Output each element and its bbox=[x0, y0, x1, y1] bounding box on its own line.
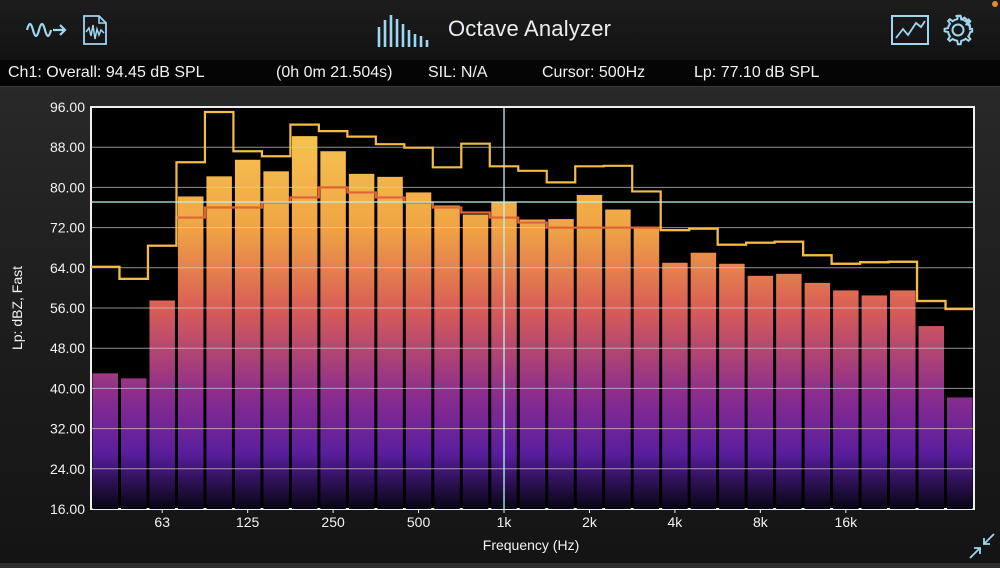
spectrum-bar bbox=[120, 378, 147, 509]
x-tick-label: 16k bbox=[835, 514, 859, 530]
y-tick-label: 16.00 bbox=[50, 501, 85, 517]
spectrum-bar bbox=[462, 214, 489, 509]
spectrum-bar bbox=[519, 219, 546, 509]
spectrum-bar bbox=[662, 262, 688, 509]
x-tick-label: 8k bbox=[753, 514, 769, 530]
spectrum-bar bbox=[576, 194, 603, 509]
grid-layer bbox=[91, 146, 974, 470]
x-axis-ticks: 63 125 250 500 1k 2k 4k 8k 16k bbox=[154, 509, 858, 530]
cursor-layer bbox=[91, 107, 974, 509]
octave-spectrum-plot[interactable]: 96.00 88.00 80.00 72.00 64.00 56.00 48.00 40.00… bbox=[0, 88, 1000, 563]
app-title: Octave Analyzer bbox=[448, 16, 612, 41]
notification-dot bbox=[992, 1, 998, 7]
spectrum-bar bbox=[234, 159, 261, 509]
spectrum-bar bbox=[833, 290, 859, 509]
spectrum-bar bbox=[918, 326, 945, 509]
graph-view-icon bbox=[891, 15, 929, 45]
signal-generator-icon bbox=[25, 22, 67, 38]
octave-bars-icon bbox=[377, 15, 429, 47]
sil-value: SIL: N/A bbox=[428, 64, 488, 81]
octave-chart[interactable]: 96.00 88.00 80.00 72.00 64.00 56.00 48.00 40.00… bbox=[0, 88, 1000, 563]
y-axis-label: Lp: dBZ, Fast bbox=[9, 266, 25, 350]
app-mode-button[interactable] bbox=[374, 10, 432, 50]
spectrum-bar bbox=[263, 171, 289, 509]
x-tick-label: 500 bbox=[407, 514, 431, 530]
spectrum-bar bbox=[804, 282, 831, 509]
spectrum-bar bbox=[177, 196, 204, 509]
spectrum-bar bbox=[747, 275, 774, 509]
x-tick-label: 4k bbox=[668, 514, 684, 530]
spectrum-bar bbox=[206, 176, 232, 509]
y-tick-label: 96.00 bbox=[50, 99, 85, 115]
y-tick-label: 88.00 bbox=[50, 139, 85, 155]
gear-icon bbox=[943, 14, 974, 46]
graph-view-button[interactable] bbox=[888, 12, 932, 48]
signal-generator-button[interactable] bbox=[24, 12, 70, 48]
spectrum-bar bbox=[861, 295, 888, 509]
spectrum-bar bbox=[890, 290, 916, 509]
spectrum-bar bbox=[320, 151, 346, 509]
spectrum-bar bbox=[92, 373, 118, 509]
spectrum-bar bbox=[377, 176, 403, 509]
spectrum-bar bbox=[776, 273, 802, 509]
x-axis-label: Frequency (Hz) bbox=[483, 537, 579, 553]
y-tick-label: 56.00 bbox=[50, 300, 85, 316]
y-tick-label: 64.00 bbox=[50, 260, 85, 276]
collapse-view-button[interactable] bbox=[968, 532, 996, 560]
x-tick-label: 63 bbox=[154, 514, 170, 530]
elapsed-time: (0h 0m 21.504s) bbox=[276, 64, 393, 81]
spectrum-bar bbox=[548, 219, 574, 509]
x-tick-label: 1k bbox=[497, 514, 513, 530]
collapse-arrows-icon bbox=[969, 533, 995, 559]
settings-button[interactable] bbox=[940, 12, 976, 48]
spectrum-bar bbox=[605, 209, 631, 509]
x-tick-label: 125 bbox=[236, 514, 260, 530]
waveform-report-icon bbox=[83, 15, 107, 45]
spectrum-bar bbox=[405, 192, 432, 510]
y-tick-label: 80.00 bbox=[50, 179, 85, 195]
y-axis-ticks: 96.00 88.00 80.00 72.00 64.00 56.00 48.00 40.00… bbox=[50, 99, 85, 517]
peak-hold-line bbox=[91, 110, 974, 311]
report-button[interactable] bbox=[80, 12, 110, 48]
y-tick-label: 48.00 bbox=[50, 340, 85, 356]
y-tick-label: 24.00 bbox=[50, 461, 85, 477]
spectrum-bar bbox=[434, 205, 460, 509]
lines-layer bbox=[91, 110, 974, 311]
overall-level: Ch1: Overall: 94.45 dB SPL bbox=[8, 64, 205, 81]
y-tick-label: 40.00 bbox=[50, 380, 85, 396]
spectrum-bar bbox=[719, 263, 745, 509]
cursor-level: Lp: 77.10 dB SPL bbox=[694, 64, 820, 81]
spectrum-bar bbox=[348, 173, 375, 509]
y-tick-label: 72.00 bbox=[50, 220, 85, 236]
spectrum-bar bbox=[149, 300, 175, 509]
spectrum-bar bbox=[633, 227, 660, 509]
spectrum-bar bbox=[690, 252, 717, 509]
x-tick-label: 2k bbox=[582, 514, 598, 530]
status-bar: Ch1: Overall: 94.45 dB SPL (0h 0m 21.504… bbox=[0, 60, 1000, 87]
y-tick-label: 32.00 bbox=[50, 421, 85, 437]
spectrum-bar bbox=[291, 136, 318, 509]
spectrum-bar bbox=[947, 397, 973, 509]
cursor-frequency: Cursor: 500Hz bbox=[542, 64, 646, 81]
x-tick-label: 250 bbox=[321, 514, 345, 530]
top-toolbar: Octave Analyzer bbox=[0, 0, 1000, 60]
bars-layer bbox=[92, 136, 973, 510]
